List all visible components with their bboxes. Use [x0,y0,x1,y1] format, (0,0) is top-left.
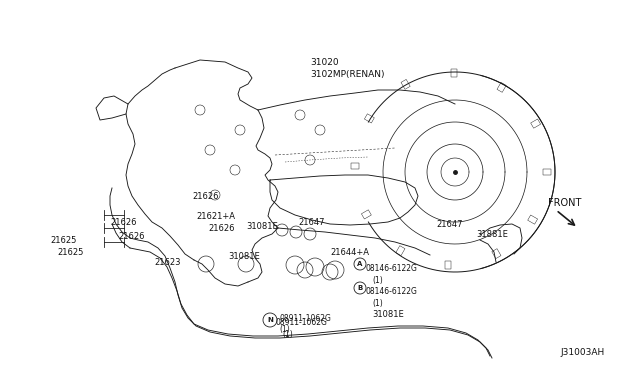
Text: (1): (1) [372,299,383,308]
Text: 21623: 21623 [154,258,180,267]
Text: 21626: 21626 [192,192,218,201]
Bar [497,82,506,92]
Text: FRONT: FRONT [548,198,581,208]
Text: (1): (1) [279,325,290,334]
Bar [543,169,551,175]
Text: A: A [357,261,363,267]
Bar [451,69,457,77]
Text: 08146-6122G: 08146-6122G [365,264,417,273]
Text: 31081E: 31081E [246,222,278,231]
Text: 21625: 21625 [50,236,76,245]
Text: 08911-1062G: 08911-1062G [275,318,327,327]
Text: 21626: 21626 [110,218,136,227]
Bar [362,210,371,219]
Text: 21647: 21647 [436,220,463,229]
Text: 31881E: 31881E [476,230,508,239]
Bar [531,119,541,128]
Text: 21647: 21647 [298,218,324,227]
Text: 21625: 21625 [57,248,83,257]
Bar [401,79,410,89]
Text: (1): (1) [282,330,292,339]
Text: 21626: 21626 [208,224,234,233]
Bar [492,248,501,259]
Text: 21626: 21626 [118,232,145,241]
Text: 31081E: 31081E [228,252,260,261]
Bar [396,246,405,256]
Bar [445,261,451,269]
Text: 21644+A: 21644+A [330,248,369,257]
Text: 31081E: 31081E [372,310,404,319]
Text: N: N [267,317,273,323]
Text: 08911-1062G: 08911-1062G [279,314,331,323]
Bar [364,114,374,123]
Text: 21621+A: 21621+A [196,212,235,221]
Bar [351,163,359,169]
Text: 08146-6122G: 08146-6122G [365,287,417,296]
Text: J31003AH: J31003AH [560,348,604,357]
Text: 3102MP(RENAN): 3102MP(RENAN) [310,70,385,79]
Text: 31020: 31020 [310,58,339,67]
Text: (1): (1) [372,276,383,285]
Text: B: B [357,285,363,291]
Bar [527,215,538,224]
